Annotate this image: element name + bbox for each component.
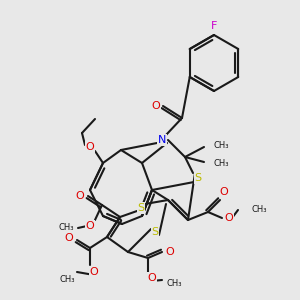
Text: S: S [137, 203, 145, 213]
Text: CH₃: CH₃ [59, 274, 75, 284]
Text: O: O [220, 187, 228, 197]
Text: O: O [85, 221, 94, 231]
Text: O: O [90, 267, 98, 277]
Text: O: O [152, 101, 160, 111]
Text: S: S [194, 173, 202, 183]
Text: CH₃: CH₃ [213, 160, 229, 169]
Text: O: O [76, 191, 84, 201]
Text: CH₃: CH₃ [213, 140, 229, 149]
Text: O: O [64, 233, 74, 243]
Text: F: F [211, 21, 217, 31]
Text: CH₃: CH₃ [166, 280, 182, 289]
Text: O: O [85, 142, 94, 152]
Text: CH₃: CH₃ [251, 206, 266, 214]
Text: CH₃: CH₃ [58, 224, 74, 232]
Text: O: O [225, 213, 233, 223]
Text: O: O [166, 247, 174, 257]
Text: O: O [148, 273, 156, 283]
Text: S: S [152, 227, 159, 237]
Text: N: N [158, 135, 166, 145]
